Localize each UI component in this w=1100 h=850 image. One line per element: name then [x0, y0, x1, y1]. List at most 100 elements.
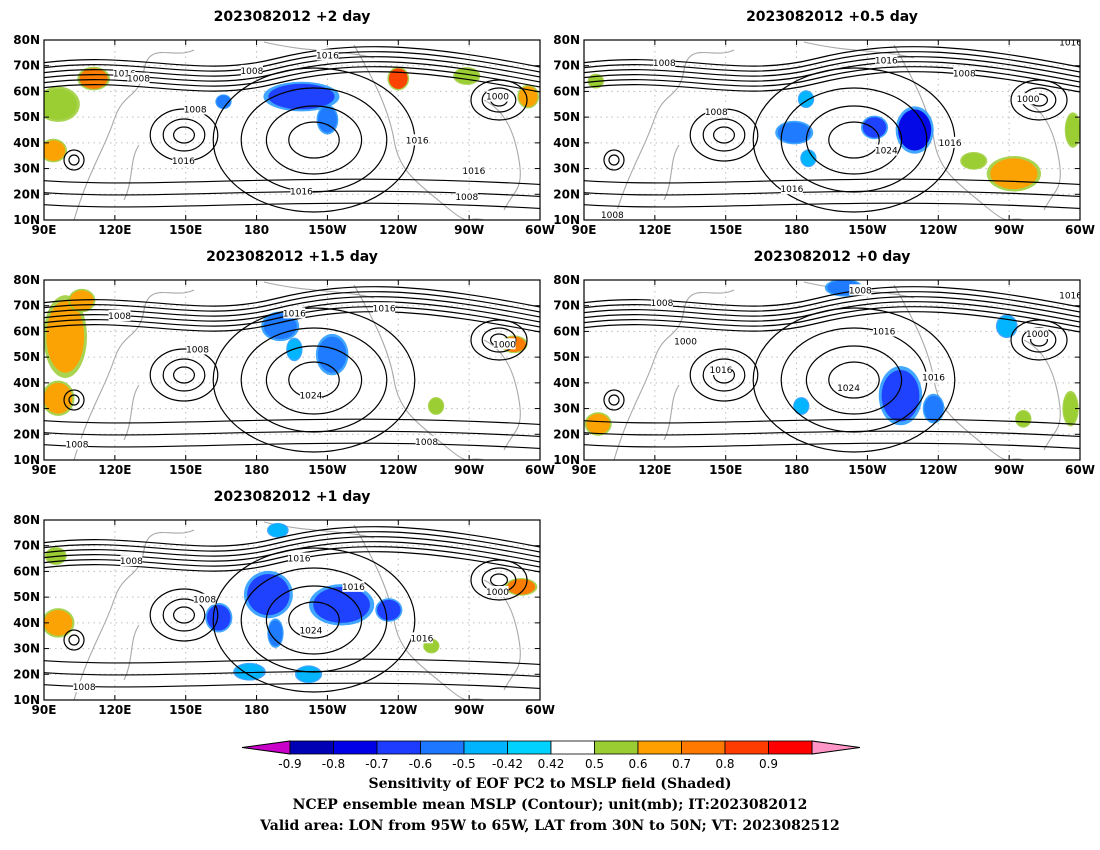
contour-label-bg [455, 190, 478, 202]
isobar-low-west [68, 154, 80, 166]
contour-label-bg [939, 136, 962, 148]
shade-region [206, 604, 231, 631]
contour-label-bg [674, 335, 697, 347]
y-tick-label: 20N [553, 427, 580, 441]
colorbar-label: -0.6 [409, 757, 432, 771]
isobar-low [149, 348, 219, 402]
colorbar-label: 0.7 [672, 757, 691, 771]
coastline-asia [73, 529, 195, 700]
isobar [44, 51, 540, 73]
x-tick-label: 180 [244, 223, 269, 237]
shade-region [216, 95, 231, 109]
isobar-high [265, 345, 363, 415]
isobars [44, 526, 540, 693]
y-tick-label: 30N [553, 402, 580, 416]
contour-label: 1008 [184, 105, 207, 115]
isobar-south [584, 178, 1080, 186]
isobar [44, 546, 540, 568]
y-tick-label: 10N [13, 213, 40, 227]
coastline-islands [663, 144, 680, 201]
isobar-high [265, 105, 363, 175]
colorbar-left-extend [241, 740, 291, 755]
shade-region [69, 290, 94, 311]
x-tick-label: 90E [32, 223, 57, 237]
y-tick-label: 40N [13, 376, 40, 390]
isobars [584, 286, 1080, 453]
contour-label: 1016 [710, 366, 733, 376]
x-tick-label: 120E [98, 223, 131, 237]
x-tick-label: 150E [709, 223, 742, 237]
y-tick-label: 80N [13, 33, 40, 47]
contour-label: 1008 [849, 286, 872, 296]
contour-label-bg [875, 144, 898, 156]
contour-label-bg [709, 364, 732, 375]
contour-label-bg [73, 681, 96, 693]
shade-region [317, 106, 337, 133]
isobar-high [828, 121, 880, 159]
contour-label-bg [1026, 328, 1049, 339]
coastline-east-coast [1023, 339, 1061, 451]
isobar-south [44, 190, 540, 198]
colorbar-label: 0.42 [538, 757, 565, 771]
contour-label-bg [283, 307, 306, 319]
axis-ticks: 90E 120E 150E 180 150W 120W 90W 60W 10N 20N 30N 40N… [553, 273, 1095, 477]
contour-label-bg [601, 208, 624, 220]
contour-label: 1008 [186, 345, 209, 355]
isobar [44, 71, 540, 93]
x-tick-label: 150W [308, 223, 346, 237]
y-tick-label: 60N [13, 324, 40, 338]
colorbar-label: -0.8 [322, 757, 345, 771]
isobar [44, 286, 540, 308]
x-tick-label: 90E [32, 463, 57, 477]
colorbar-box [768, 740, 813, 755]
y-tick-label: 30N [13, 402, 40, 416]
panel-frame [43, 519, 541, 701]
isobar-low-west [63, 149, 85, 171]
coastlines [613, 41, 1061, 220]
isobar-low-west [63, 389, 85, 411]
isobar-low-west [68, 634, 80, 646]
isobar-low-west [608, 394, 620, 406]
contour-label-bg [872, 325, 895, 337]
contour-label-bg [922, 371, 945, 383]
x-tick-label: 180 [244, 703, 269, 717]
colorbar-box [681, 740, 726, 755]
x-tick-label: 90W [994, 463, 1024, 477]
y-tick-label: 10N [553, 213, 580, 227]
contour-label-bg [342, 580, 365, 592]
shade-region [44, 140, 66, 161]
colorbar-label: 0.6 [628, 757, 647, 771]
contour-label: 1016 [172, 157, 195, 167]
contour-label-bg [66, 438, 89, 450]
shade-region [961, 153, 986, 169]
contour-label-bg [875, 54, 898, 66]
colorbar-box [333, 740, 378, 755]
shade-region [46, 300, 85, 373]
x-tick-label: 150E [169, 703, 202, 717]
contour-label: 1008 [193, 596, 216, 606]
isobar-low [162, 598, 206, 632]
contour-label-bg [780, 183, 803, 195]
y-tick-label: 80N [553, 33, 580, 47]
contour-label: 1016 [288, 555, 311, 565]
shade-region [1065, 114, 1080, 146]
contour-label: 1000 [1026, 330, 1049, 340]
shade-region [428, 398, 444, 414]
shade-region [506, 579, 536, 595]
contour-label: 1016 [406, 136, 429, 146]
colorbar-box [507, 740, 552, 755]
isobar [44, 291, 540, 313]
isobar-low [173, 366, 196, 384]
contour-label-bg [953, 67, 976, 79]
coastline-east-coast [483, 339, 521, 451]
isobar [44, 526, 540, 548]
y-tick-label: 60N [553, 324, 580, 338]
x-tick-label: 90E [32, 703, 57, 717]
map-area: 1016 1016 1008 1008 1000 1008 1016 1024 1016 1008 [584, 40, 1080, 220]
isobar-high [805, 105, 903, 175]
x-tick-label: 120E [98, 463, 131, 477]
y-tick-label: 10N [553, 453, 580, 467]
colorbar-box [724, 740, 769, 755]
x-tick-label: 150W [848, 223, 886, 237]
contour-label-bg [184, 103, 207, 115]
